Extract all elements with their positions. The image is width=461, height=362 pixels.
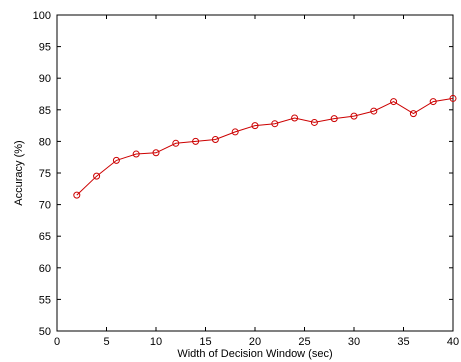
y-tick-label: 75 — [39, 168, 51, 180]
data-point — [93, 172, 101, 180]
x-tick-label: 20 — [249, 336, 261, 348]
data-point — [211, 136, 219, 144]
x-tick-label: 25 — [298, 336, 310, 348]
plot-area — [56, 14, 454, 332]
data-point — [73, 191, 81, 199]
x-tick-label: 0 — [54, 336, 60, 348]
data-point — [251, 122, 259, 130]
y-axis-ticks: 50 55 60 65 70 75 80 85 90 95 100 — [33, 10, 453, 338]
data-point — [271, 120, 279, 128]
data-point — [152, 149, 160, 157]
data-point — [330, 115, 338, 123]
x-tick-label: 10 — [150, 336, 162, 348]
data-point — [291, 114, 299, 122]
data-point — [409, 110, 417, 118]
y-tick-label: 60 — [39, 263, 51, 275]
data-point — [112, 156, 120, 164]
data-point — [310, 118, 318, 126]
x-axis-label: Width of Decision Window (sec) — [177, 348, 332, 360]
y-tick-label: 50 — [39, 326, 51, 338]
y-tick-label: 80 — [39, 136, 51, 148]
y-tick-label: 65 — [39, 231, 51, 243]
data-point — [449, 94, 457, 102]
data-point — [390, 98, 398, 106]
x-tick-label: 5 — [103, 336, 109, 348]
y-axis-label: Accuracy (%) — [13, 140, 25, 205]
y-tick-label: 90 — [39, 73, 51, 85]
data-point — [172, 139, 180, 147]
data-point — [350, 112, 358, 120]
data-point — [370, 107, 378, 115]
x-tick-label: 35 — [397, 336, 409, 348]
y-tick-label: 70 — [39, 200, 51, 212]
x-tick-label: 15 — [199, 336, 211, 348]
y-tick-label: 95 — [39, 42, 51, 54]
data-point — [132, 150, 140, 158]
data-point — [429, 98, 437, 106]
data-point — [192, 137, 200, 145]
y-tick-label: 55 — [39, 294, 51, 306]
x-tick-label: 30 — [348, 336, 360, 348]
y-tick-label: 85 — [39, 105, 51, 117]
series-markers — [73, 94, 457, 199]
x-axis-ticks: 0 5 10 15 20 25 30 35 40 — [54, 15, 459, 348]
data-point — [231, 128, 239, 136]
y-tick-label: 100 — [33, 10, 51, 22]
x-tick-label: 40 — [447, 336, 459, 348]
